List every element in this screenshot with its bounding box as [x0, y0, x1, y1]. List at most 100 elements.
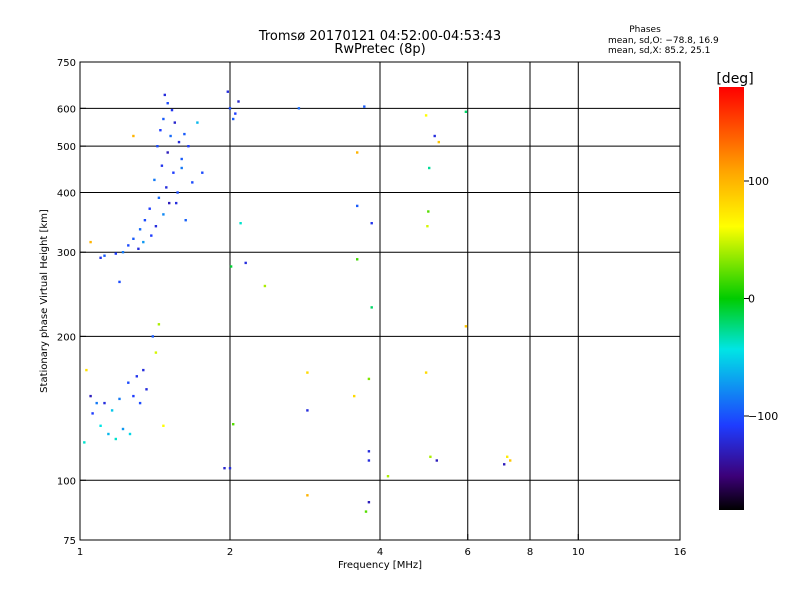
- data-point: [159, 129, 162, 132]
- data-point: [424, 114, 428, 117]
- data-point: [137, 247, 140, 250]
- data-point: [138, 228, 142, 231]
- data-point: [464, 325, 468, 328]
- data-point: [95, 401, 98, 405]
- data-point: [367, 450, 371, 453]
- y-tick-label: 500: [57, 142, 76, 153]
- data-point: [237, 100, 240, 103]
- data-point: [145, 388, 148, 391]
- data-point: [85, 368, 88, 372]
- data-point: [180, 166, 183, 170]
- data-point: [509, 459, 512, 462]
- data-point: [142, 368, 145, 372]
- stats-line-o: mean, sd,O: −78.8, 16.9: [608, 36, 719, 46]
- colorbar-title: [deg]: [716, 71, 753, 87]
- data-point: [175, 201, 178, 205]
- data-point: [128, 432, 132, 436]
- data-point: [83, 441, 86, 444]
- chart-subtitle: RwPretec (8p): [334, 42, 425, 57]
- data-point: [428, 166, 431, 170]
- data-point: [367, 501, 371, 504]
- data-point: [370, 306, 373, 309]
- data-point: [180, 157, 183, 161]
- grid-lines: [80, 62, 680, 540]
- data-point: [154, 225, 158, 228]
- data-point: [99, 424, 102, 427]
- data-point: [99, 256, 102, 259]
- data-point: [386, 475, 390, 478]
- data-point: [173, 121, 176, 124]
- data-point: [170, 108, 174, 112]
- data-point: [228, 107, 232, 110]
- data-point: [91, 412, 94, 415]
- data-point: [138, 401, 142, 405]
- data-point: [162, 424, 165, 427]
- colorbar-tick-label: −100: [748, 410, 778, 423]
- colorbar-tick-label: 0: [748, 293, 755, 306]
- data-point: [118, 280, 121, 284]
- data-point: [172, 171, 175, 174]
- data-point: [169, 134, 172, 138]
- data-point: [464, 110, 468, 113]
- data-point: [306, 371, 309, 374]
- data-point: [367, 459, 371, 462]
- x-tick-label: 1: [77, 547, 83, 558]
- x-tick-label: 6: [465, 547, 471, 558]
- x-tick-label: 2: [227, 547, 233, 558]
- data-point: [121, 251, 125, 254]
- data-point: [157, 323, 161, 326]
- data-point: [364, 510, 368, 513]
- data-point: [370, 222, 373, 225]
- data-point: [424, 371, 428, 374]
- data-point: [187, 145, 190, 148]
- data-point: [176, 191, 179, 194]
- colorbar-tick-label: 100: [748, 175, 769, 188]
- data-point: [356, 258, 359, 261]
- x-tick-label: 8: [527, 547, 533, 558]
- data-point: [426, 225, 429, 228]
- data-point: [135, 375, 138, 378]
- data-point: [191, 181, 194, 184]
- data-point: [89, 240, 92, 244]
- data-point: [103, 401, 106, 405]
- data-point: [244, 261, 247, 265]
- data-point: [503, 463, 506, 466]
- data-point: [142, 240, 145, 244]
- data-point: [437, 140, 440, 144]
- data-point: [132, 394, 135, 398]
- data-point: [114, 252, 117, 255]
- x-tick-label: 16: [674, 547, 687, 558]
- stats-heading: Phases: [629, 25, 661, 35]
- data-point: [429, 455, 432, 458]
- data-point: [183, 132, 186, 136]
- data-point: [306, 494, 309, 497]
- y-tick-label: 750: [57, 58, 76, 69]
- data-point: [157, 196, 161, 199]
- data-point: [151, 335, 154, 338]
- x-axis-label: Frequency [MHz]: [338, 560, 422, 571]
- data-point: [110, 409, 114, 412]
- data-point: [143, 219, 147, 222]
- data-point: [184, 219, 187, 222]
- y-tick-label: 400: [57, 188, 76, 199]
- data-point: [127, 244, 130, 247]
- chart-title: Tromsø 20170121 04:52:00-04:53:43: [258, 29, 501, 44]
- data-point: [154, 351, 158, 354]
- data-point: [435, 459, 438, 462]
- data-point: [150, 234, 153, 237]
- data-point: [177, 140, 181, 144]
- data-point: [356, 204, 359, 208]
- data-point: [226, 90, 229, 93]
- data-point: [165, 186, 168, 189]
- data-point: [232, 117, 235, 121]
- y-tick-label: 300: [57, 248, 76, 259]
- colorbar-ticks: 100 0 −100: [744, 175, 778, 423]
- data-point: [297, 107, 301, 110]
- data-point: [239, 222, 242, 225]
- data-point: [89, 394, 92, 398]
- data-point: [162, 117, 165, 121]
- y-tick-label: 600: [57, 104, 76, 115]
- data-point: [356, 151, 359, 154]
